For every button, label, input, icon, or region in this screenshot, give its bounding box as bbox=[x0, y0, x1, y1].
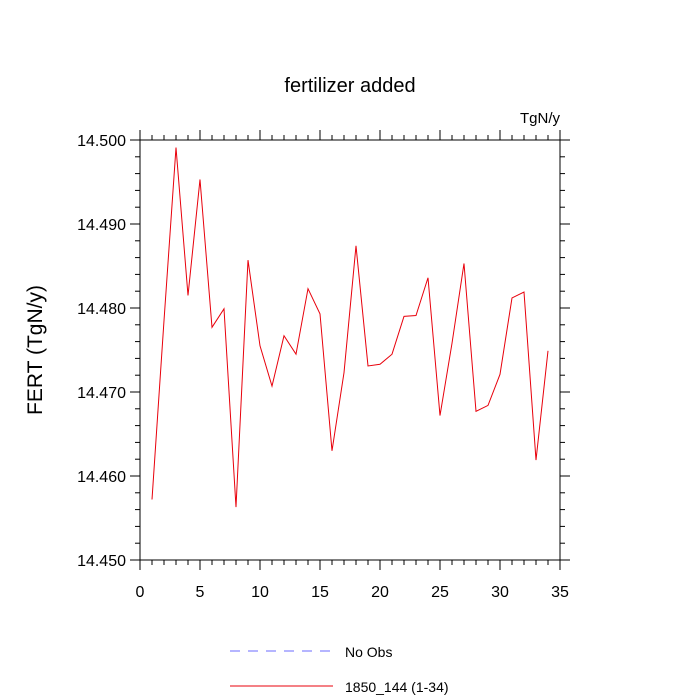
y-tick-label: 14.480 bbox=[77, 301, 126, 318]
x-tick-label: 35 bbox=[551, 584, 569, 601]
x-tick-label: 15 bbox=[311, 584, 329, 601]
x-tick-label: 0 bbox=[136, 584, 145, 601]
plot-frame bbox=[139, 139, 561, 561]
plot-axes: 0 5 10 15 20 25 30 35 14.450 14.460 14.470 14.480 14… bbox=[77, 130, 570, 601]
x-tick-label: 5 bbox=[196, 584, 205, 601]
legend: No Obs 1850_144 (1-34) bbox=[230, 644, 449, 695]
x-tick-label: 20 bbox=[371, 584, 389, 601]
units-label: TgN/y bbox=[520, 110, 561, 127]
x-tick-label: 10 bbox=[251, 584, 269, 601]
legend-label: No Obs bbox=[345, 644, 392, 660]
y-axis-label: FERT (TgN/y) bbox=[24, 285, 47, 415]
x-tick-label: 30 bbox=[491, 584, 509, 601]
series-layer bbox=[151, 147, 549, 508]
chart-title: fertilizer added bbox=[284, 75, 415, 97]
y-tick-label: 14.450 bbox=[77, 553, 126, 570]
x-tick-label: 25 bbox=[431, 584, 449, 601]
series-line bbox=[151, 147, 549, 508]
y-tick-label: 14.460 bbox=[77, 469, 126, 486]
y-tick-label: 14.500 bbox=[77, 133, 126, 150]
legend-label: 1850_144 (1-34) bbox=[345, 679, 449, 695]
y-tick-label: 14.490 bbox=[77, 217, 126, 234]
y-tick-label: 14.470 bbox=[77, 385, 126, 402]
